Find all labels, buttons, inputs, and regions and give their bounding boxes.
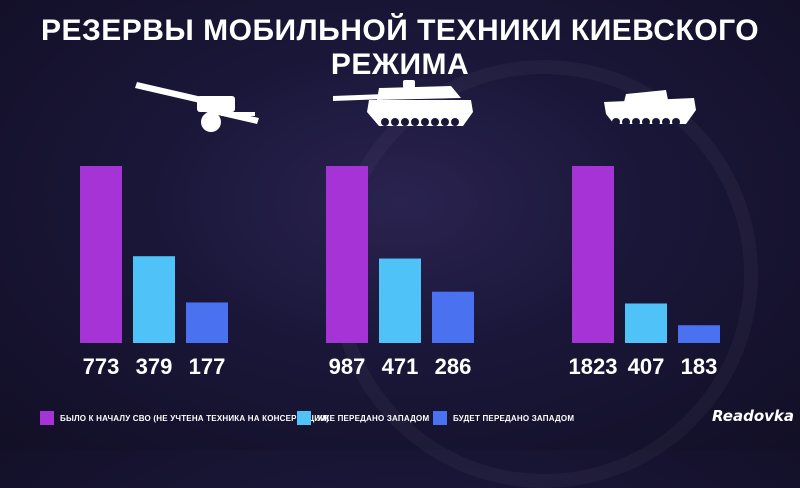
legend-label-3: БУДЕТ ПЕРЕДАНО ЗАПАДОМ (453, 413, 575, 423)
legend-swatch-3 (433, 411, 447, 425)
data-label-g1-s1: 773 (83, 354, 120, 379)
data-label-g1-s3: 177 (189, 354, 226, 379)
chart-title: РЕЗЕРВЫ МОБИЛЬНОЙ ТЕХНИКИ КИЕВСКОГО РЕЖИ… (40, 14, 760, 81)
ifv-icon (604, 90, 696, 126)
legend-item-2: УЖЕ ПЕРЕДАНО ЗАПАДОМ (297, 411, 429, 425)
bar-g2-s2 (379, 258, 421, 343)
legend-swatch-2 (297, 411, 311, 425)
data-label-g3-s1: 1823 (569, 354, 618, 379)
legend-item-1: БЫЛО К НАЧАЛУ СВО (НЕ УЧТЕНА ТЕХНИКА НА … (40, 411, 329, 425)
data-label-g1-s2: 379 (136, 354, 173, 379)
bar-g3-s3 (678, 325, 720, 343)
bar-g1-s1 (80, 166, 122, 343)
legend-swatch-1 (40, 411, 54, 425)
data-label-g3-s3: 183 (681, 354, 718, 379)
legend-item-3: БУДЕТ ПЕРЕДАНО ЗАПАДОМ (433, 411, 574, 425)
data-label-g2-s1: 987 (329, 354, 366, 379)
data-label-g2-s3: 286 (435, 354, 472, 379)
tank-icon (333, 80, 473, 126)
bar-g1-s3 (186, 302, 228, 343)
legend-label-1: БЫЛО К НАЧАЛУ СВО (НЕ УЧТЕНА ТЕХНИКА НА … (60, 413, 330, 423)
howitzer-icon (135, 82, 259, 132)
bar-g3-s1 (572, 166, 614, 343)
readovka-logo: Readovka (712, 407, 795, 425)
legend-label-2: УЖЕ ПЕРЕДАНО ЗАПАДОМ (317, 413, 430, 423)
bar-g2-s3 (432, 291, 474, 343)
chart-area: 773 379 177 987 471 286 1823 407 183 (80, 80, 720, 379)
bar-g1-s2 (133, 256, 175, 343)
data-label-g3-s2: 407 (628, 354, 665, 379)
bar-g3-s2 (625, 303, 667, 343)
bar-g2-s1 (326, 166, 368, 343)
data-label-g2-s2: 471 (382, 354, 419, 379)
